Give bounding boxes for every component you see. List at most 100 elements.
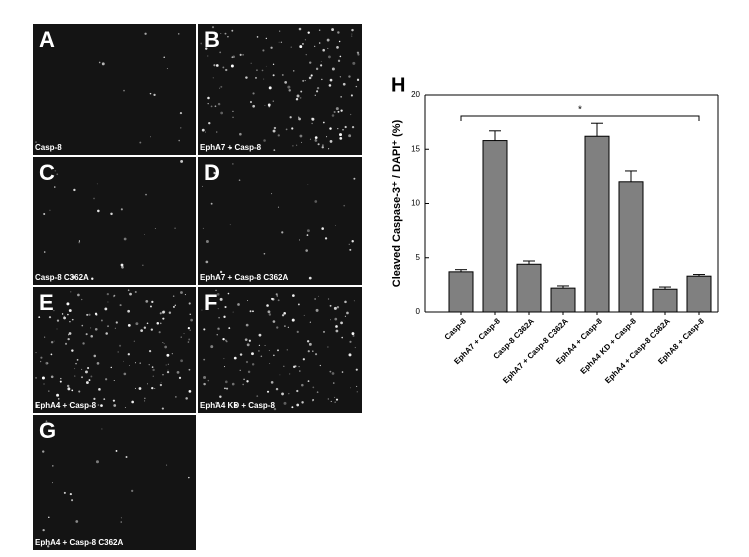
cell-dot xyxy=(335,225,337,227)
cell-dot xyxy=(340,109,343,112)
cell-dot xyxy=(73,188,76,192)
cell-dot xyxy=(339,55,342,58)
cell-dot xyxy=(144,234,146,236)
cell-dot xyxy=(330,319,331,321)
cell-dot xyxy=(188,368,191,371)
cell-dot xyxy=(129,292,132,296)
cell-dot xyxy=(167,363,169,365)
cell-dot xyxy=(307,380,310,383)
cell-dot xyxy=(289,373,291,375)
cell-dot xyxy=(216,131,218,133)
cell-dot xyxy=(281,74,284,76)
cell-dot xyxy=(351,28,354,32)
cell-dot xyxy=(308,342,312,346)
cell-dot xyxy=(120,521,123,523)
cell-dot xyxy=(306,234,309,236)
cell-dot xyxy=(210,345,214,349)
cell-dot xyxy=(244,338,248,342)
cell-dot xyxy=(90,334,94,338)
cell-dot xyxy=(67,334,70,336)
cell-dot xyxy=(294,365,297,368)
cell-dot xyxy=(127,289,130,292)
cell-dot xyxy=(354,346,356,349)
panel-caption: EphA7 + Casp-8 C362A xyxy=(200,273,288,282)
cell-dot xyxy=(348,353,352,357)
cell-dot xyxy=(53,186,56,188)
cell-dot xyxy=(311,117,315,121)
cell-dot xyxy=(96,362,100,365)
cell-dot xyxy=(327,47,329,49)
cell-dot xyxy=(208,122,211,125)
cell-dot xyxy=(96,183,98,185)
cell-dot xyxy=(298,239,300,241)
cell-dot xyxy=(296,94,300,98)
cell-dot xyxy=(272,320,276,323)
cell-dot xyxy=(72,275,75,279)
cell-dot xyxy=(268,350,270,351)
cell-dot xyxy=(171,353,173,355)
cell-dot xyxy=(93,397,96,400)
cell-dot xyxy=(251,352,254,356)
cell-dot xyxy=(339,136,343,140)
cell-dot xyxy=(263,139,266,142)
cell-dot xyxy=(45,361,49,365)
cell-dot xyxy=(75,520,79,523)
cell-dot xyxy=(306,340,310,343)
cell-dot xyxy=(252,310,254,313)
cell-dot xyxy=(129,365,130,367)
micrograph xyxy=(198,287,362,413)
cell-dot xyxy=(119,344,122,347)
cell-dot xyxy=(269,363,271,365)
cell-dot xyxy=(316,90,319,93)
cell-dot xyxy=(270,46,273,49)
cell-dot xyxy=(288,89,291,92)
cell-dot xyxy=(279,30,281,32)
cell-dot xyxy=(247,370,251,374)
cell-dot xyxy=(272,100,274,102)
cell-dot xyxy=(308,276,312,280)
cell-dot xyxy=(249,101,253,104)
cell-dot xyxy=(275,387,279,391)
cell-dot xyxy=(215,289,217,292)
cell-dot xyxy=(139,362,141,364)
cell-dot xyxy=(224,387,226,390)
cell-dot xyxy=(225,340,228,343)
cell-dot xyxy=(107,301,109,303)
cell-dot xyxy=(230,64,234,68)
bar xyxy=(686,275,712,313)
cell-dot xyxy=(124,407,126,409)
cell-dot xyxy=(302,358,305,361)
cell-dot xyxy=(95,460,99,464)
cell-dot xyxy=(113,379,115,382)
cell-dot xyxy=(68,332,72,335)
cell-dot xyxy=(86,313,89,316)
y-tick-label: 10 xyxy=(411,199,420,208)
cell-dot xyxy=(312,350,314,352)
cell-dot xyxy=(298,366,300,368)
cell-dot xyxy=(272,74,275,77)
panel-caption: EphA4 KD + Casp-8 xyxy=(200,401,275,410)
cell-dot xyxy=(47,545,50,548)
cell-dot xyxy=(320,61,322,62)
cell-dot xyxy=(56,173,59,176)
cell-dot xyxy=(355,368,358,371)
cell-dot xyxy=(154,227,156,229)
cell-dot xyxy=(184,294,186,296)
x-tick-label: EphA4 KD + Casp-8 xyxy=(579,316,639,376)
cell-dot xyxy=(58,405,60,407)
cell-dot xyxy=(150,136,151,138)
cell-dot xyxy=(296,389,299,393)
cell-dot xyxy=(206,298,209,301)
cell-dot xyxy=(304,39,306,41)
cell-dot xyxy=(304,80,306,82)
significance-bracket xyxy=(460,115,700,121)
cell-dot xyxy=(232,110,234,113)
cell-dot xyxy=(185,397,188,400)
cell-dot xyxy=(161,407,164,410)
cell-dot xyxy=(203,375,207,379)
cell-dot xyxy=(154,388,156,390)
cell-dot xyxy=(48,516,50,519)
cell-dot xyxy=(307,184,309,185)
cell-dot xyxy=(40,356,43,359)
cell-dot xyxy=(312,386,315,389)
